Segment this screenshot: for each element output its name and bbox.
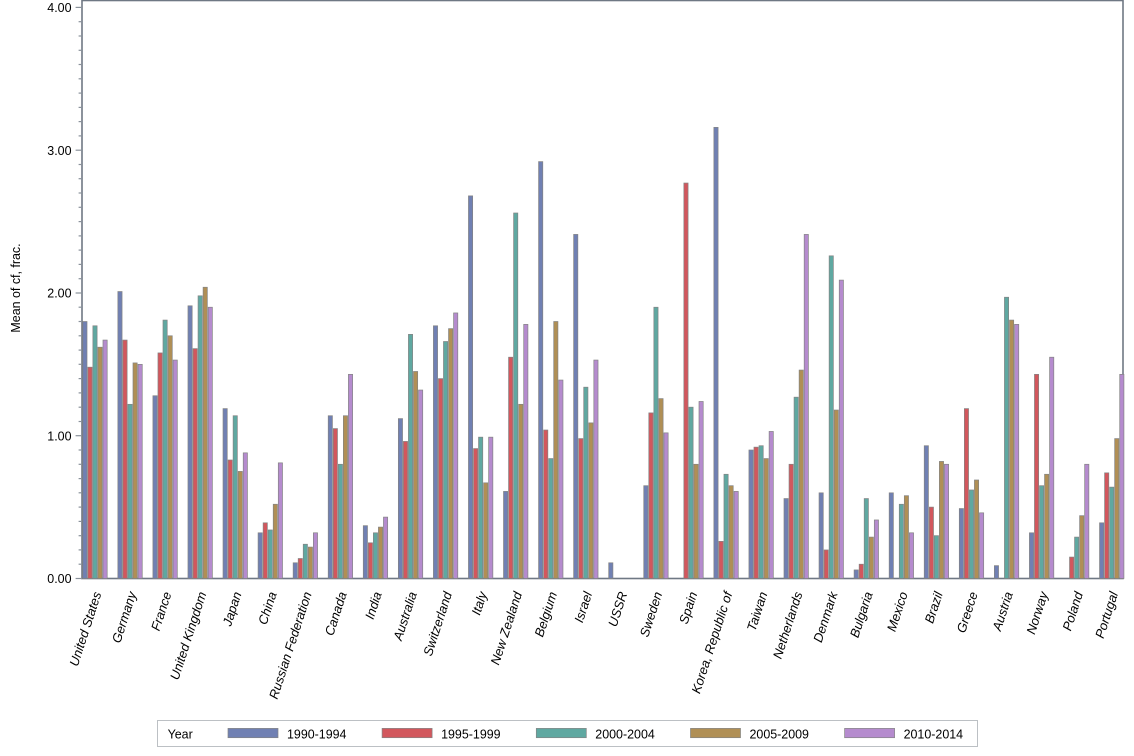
svg-text:2010-2014: 2010-2014 bbox=[904, 727, 964, 741]
svg-text:Year: Year bbox=[168, 727, 193, 741]
svg-text:1990-1994: 1990-1994 bbox=[287, 727, 347, 741]
svg-text:0.00: 0.00 bbox=[47, 572, 71, 586]
svg-text:2.00: 2.00 bbox=[47, 287, 71, 301]
svg-text:2005-2009: 2005-2009 bbox=[750, 727, 810, 741]
svg-text:4.00: 4.00 bbox=[47, 1, 71, 15]
svg-text:Mean of cf, frac.: Mean of cf, frac. bbox=[9, 243, 23, 332]
svg-text:3.00: 3.00 bbox=[47, 144, 71, 158]
svg-text:1.00: 1.00 bbox=[47, 429, 71, 443]
svg-text:1995-1999: 1995-1999 bbox=[441, 727, 501, 741]
svg-text:Italy: Italy bbox=[468, 588, 490, 617]
svg-text:2000-2004: 2000-2004 bbox=[595, 727, 655, 741]
